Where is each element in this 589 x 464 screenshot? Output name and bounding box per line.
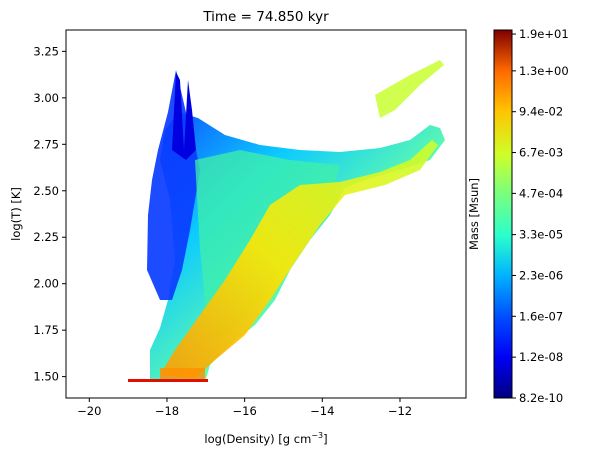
- x-tick-label: −20: [77, 404, 101, 418]
- colorbar-tick-label: 4.7e-04: [519, 186, 563, 200]
- colorbar-tick-label: 8.2e-10: [519, 391, 563, 405]
- x-axis-label: log(Density) [g cm−3]: [204, 431, 327, 446]
- y-tick-label: 3.25: [33, 44, 59, 58]
- x-tick-label: −12: [388, 404, 412, 418]
- y-tick-label: 2.25: [33, 230, 59, 244]
- phase-region-hot-wing: [375, 60, 444, 118]
- colorbar: [493, 29, 513, 399]
- colorbar-tick-label: 1.3e+00: [519, 64, 569, 78]
- y-tick-label: 2.50: [33, 184, 59, 198]
- y-tick-label: 2.00: [33, 277, 59, 291]
- colorbar-label: Mass [Msun]: [467, 178, 481, 250]
- phase-floor-line: [128, 379, 208, 382]
- phase-region-cold-spikes: [172, 72, 196, 160]
- x-tick-label: −18: [155, 404, 179, 418]
- x-tick-label: −16: [233, 404, 257, 418]
- colorbar-tick-label: 6.7e-03: [519, 146, 563, 160]
- heatmap-layer: [128, 60, 445, 382]
- y-axis-label: log(T) [K]: [9, 187, 23, 241]
- colorbar-tick-label: 1.9e+01: [519, 27, 569, 41]
- y-tick-label: 1.50: [33, 370, 59, 384]
- colorbar-tick-label: 2.3e-06: [519, 268, 563, 282]
- colorbar-tick-label: 3.3e-05: [519, 228, 563, 242]
- colorbar-tick-label: 1.6e-07: [519, 309, 563, 323]
- colorbar-ticks: 8.2e-10 1.2e-08 1.6e-07 2.3e-06 3.3e-05 4.7e-…: [512, 27, 569, 405]
- phase-region-band: [160, 140, 438, 378]
- phase-floor-warm: [160, 368, 205, 379]
- colorbar-tick-label: 1.2e-08: [519, 350, 563, 364]
- axes-frame: [65, 29, 467, 399]
- chart-title: Time = 74.850 kyr: [202, 9, 329, 25]
- x-axis-ticks: −20 −18 −16 −14 −12: [77, 398, 412, 418]
- colorbar-tick-label: 9.4e-02: [519, 105, 563, 119]
- x-tick-label: −14: [310, 404, 334, 418]
- y-tick-label: 2.75: [33, 137, 59, 151]
- y-tick-label: 1.75: [33, 323, 59, 337]
- y-axis-ticks: 1.50 1.75 2.00 2.25 2.50 2.75 3.00 3.25: [33, 44, 66, 384]
- y-tick-label: 3.00: [33, 91, 59, 105]
